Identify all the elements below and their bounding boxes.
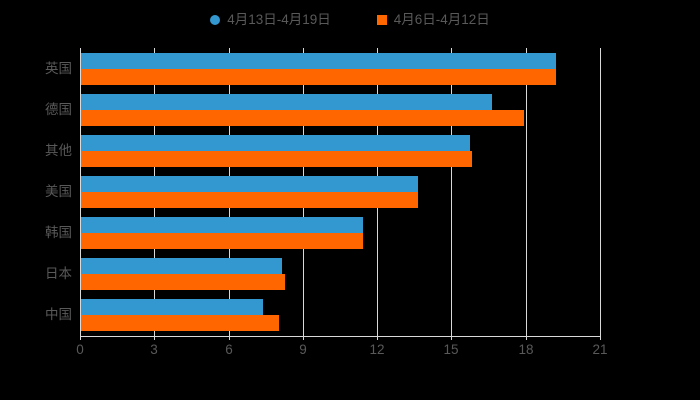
y-axis-label-韩国: 韩国 — [45, 225, 72, 240]
legend-label-series-1: 4月6日-4月12日 — [393, 12, 490, 28]
x-axis-label-21: 21 — [592, 342, 608, 357]
bar-英国-series-0[interactable] — [81, 53, 556, 69]
bar-韩国-series-0[interactable] — [81, 217, 363, 233]
gridline — [451, 48, 452, 336]
bar-美国-series-1[interactable] — [81, 192, 418, 208]
x-tick-9 — [303, 336, 304, 340]
bar-德国-series-0[interactable] — [81, 94, 492, 110]
x-tick-15 — [451, 336, 452, 340]
gridline — [526, 48, 527, 336]
bar-中国-series-0[interactable] — [81, 299, 263, 315]
x-axis-ticks: 0 3 6 9 12 15 18 21 — [0, 336, 700, 376]
bar-日本-series-1[interactable] — [81, 274, 285, 290]
x-tick-0 — [80, 336, 81, 340]
x-axis-label-15: 15 — [443, 342, 459, 357]
x-tick-21 — [600, 336, 601, 340]
y-axis-label-美国: 美国 — [45, 184, 72, 199]
x-axis-label-18: 18 — [518, 342, 534, 357]
bar-日本-series-0[interactable] — [81, 258, 282, 274]
x-tick-6 — [229, 336, 230, 340]
chart-legend: 4月13日-4月19日 4月6日-4月12日 — [0, 0, 700, 40]
bar-其他-series-0[interactable] — [81, 135, 470, 151]
legend-label-series-0: 4月13日-4月19日 — [227, 12, 331, 28]
bar-美国-series-0[interactable] — [81, 176, 418, 192]
x-tick-12 — [377, 336, 378, 340]
legend-marker-square-icon — [376, 15, 387, 25]
legend-item-series-0[interactable]: 4月13日-4月19日 — [210, 13, 331, 27]
y-axis-labels: 英国德国其他美国韩国日本中国 — [0, 48, 72, 336]
x-tick-18 — [526, 336, 527, 340]
y-axis-label-德国: 德国 — [45, 102, 72, 117]
x-axis-label-0: 0 — [76, 342, 84, 357]
x-axis-label-3: 3 — [150, 342, 158, 357]
y-axis-line — [80, 48, 81, 336]
x-tick-3 — [154, 336, 155, 340]
y-axis-label-英国: 英国 — [45, 61, 72, 76]
legend-item-series-1[interactable]: 4月6日-4月12日 — [376, 12, 490, 28]
y-axis-label-中国: 中国 — [45, 307, 72, 322]
bar-德国-series-1[interactable] — [81, 110, 524, 126]
gridline — [600, 48, 601, 336]
bar-英国-series-1[interactable] — [81, 69, 556, 85]
bar-其他-series-1[interactable] — [81, 151, 472, 167]
y-axis-label-日本: 日本 — [45, 266, 72, 281]
bar-中国-series-1[interactable] — [81, 315, 279, 331]
legend-marker-circle-icon — [210, 15, 221, 25]
x-axis-line — [80, 336, 601, 337]
x-axis-label-6: 6 — [225, 342, 233, 357]
bar-韩国-series-1[interactable] — [81, 233, 363, 249]
x-axis-label-12: 12 — [369, 342, 385, 357]
x-axis-label-9: 9 — [299, 342, 307, 357]
plot-area — [80, 48, 601, 336]
y-axis-label-其他: 其他 — [45, 143, 72, 158]
